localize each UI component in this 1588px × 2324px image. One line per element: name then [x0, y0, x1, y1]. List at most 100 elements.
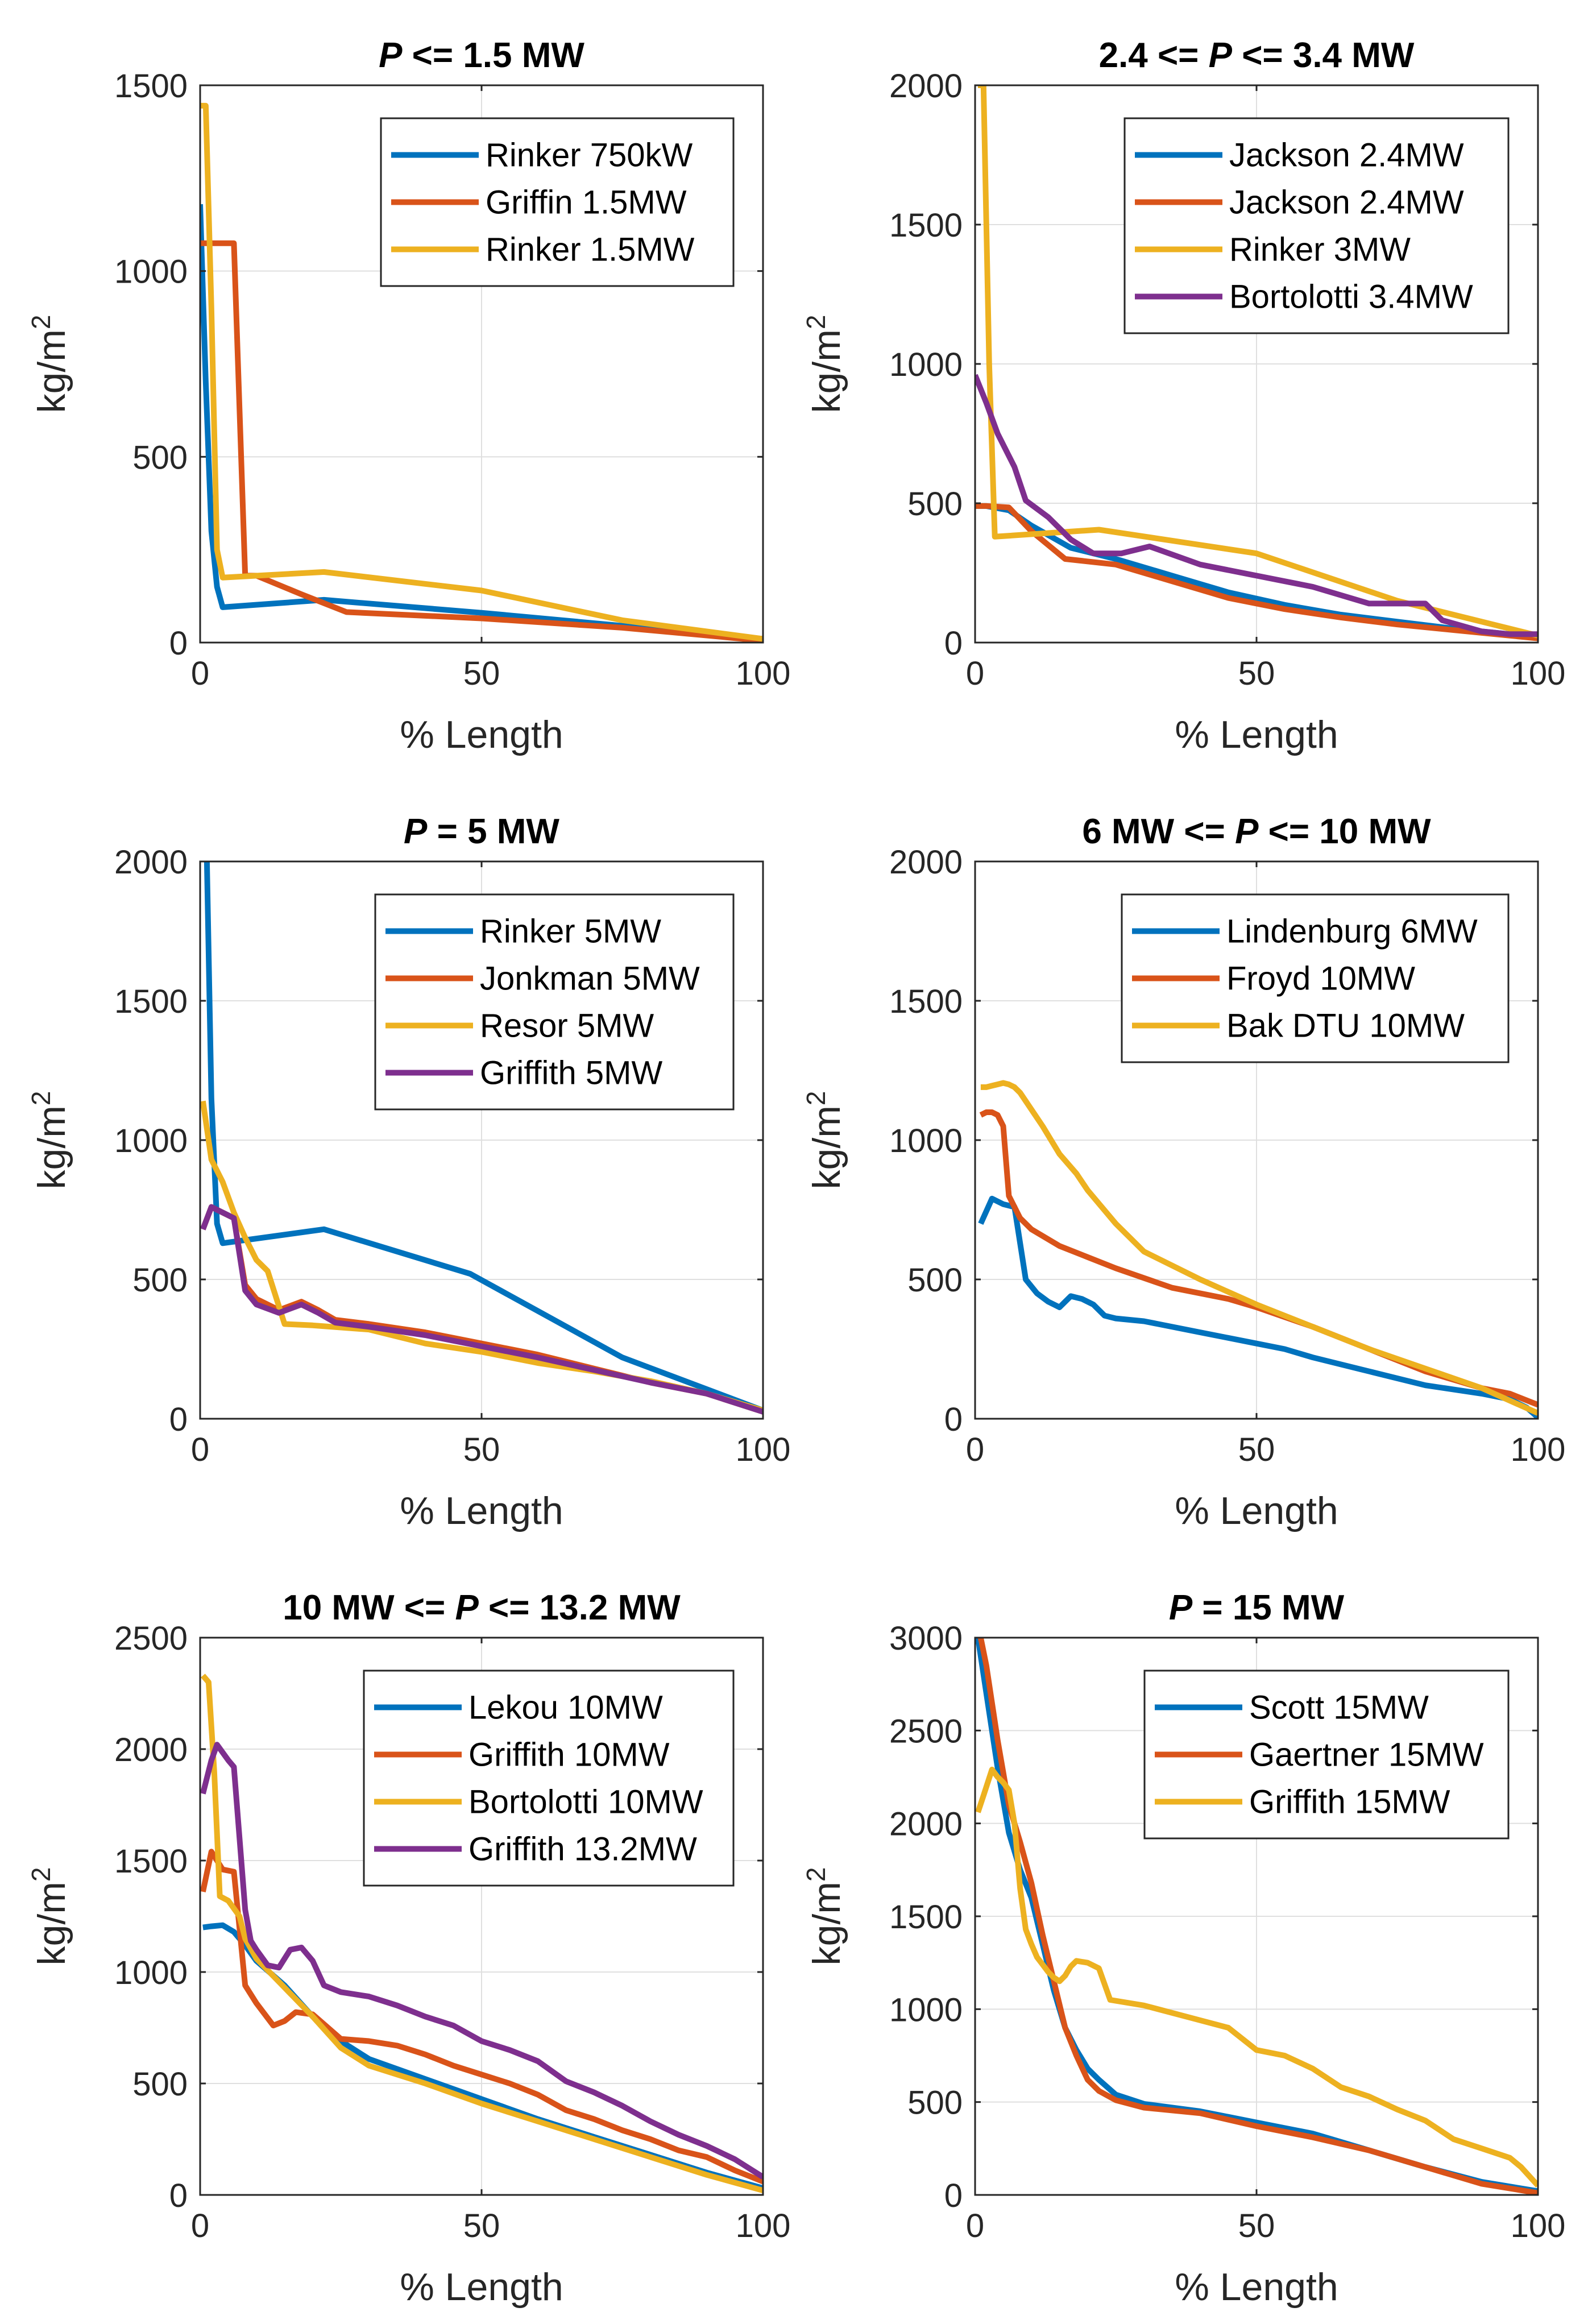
legend-label: Jackson 2.4MW — [1229, 137, 1464, 174]
legend-label: Griffith 5MW — [480, 1055, 662, 1092]
series-group — [978, 1080, 1538, 1419]
x-tick-label: 0 — [191, 1431, 209, 1468]
y-axis-label: kg/m2 — [801, 315, 848, 413]
legend: Scott 15MW Gaertner 15MW Griffith 15MW — [1143, 1670, 1510, 1840]
title-prefix: 10 MW <= — [283, 1588, 455, 1627]
x-tick-label: 0 — [966, 1431, 984, 1468]
series-group — [975, 1638, 1538, 2195]
series-line-3 — [201, 1673, 763, 2194]
title-suffix: <= 1.5 MW — [402, 36, 584, 75]
legend-label: Griffith 15MW — [1249, 1784, 1450, 1821]
title-variable: P — [379, 36, 403, 75]
y-tick-label: 1500 — [889, 1899, 963, 1936]
x-axis-label: % Length — [1175, 713, 1338, 756]
y-axis-label-base: kg/m — [30, 1105, 73, 1189]
y-axis-label-base: kg/m — [30, 1882, 73, 1965]
x-tick-label: 100 — [736, 2207, 791, 2244]
x-tick-label: 0 — [191, 2207, 209, 2244]
y-tick-label: 2000 — [114, 844, 188, 881]
legend-label: Rinker 1.5MW — [486, 231, 695, 268]
y-axis-label-superscript: 2 — [801, 1091, 831, 1106]
legend-label: Lindenburg 6MW — [1226, 913, 1478, 950]
x-tick-label: 100 — [1511, 655, 1566, 692]
y-tick-label: 1000 — [114, 1122, 188, 1159]
legend-label: Bortolotti 10MW — [468, 1784, 703, 1821]
y-tick-label: 500 — [907, 2085, 963, 2122]
series-group — [200, 1673, 763, 2194]
y-tick-label: 0 — [169, 1401, 188, 1438]
chart-title: 6 MW <= P <= 10 MW — [1082, 812, 1431, 851]
y-tick-label: 0 — [169, 2177, 188, 2214]
title-suffix: <= 10 MW — [1258, 812, 1431, 851]
x-axis-label: % Length — [400, 713, 563, 756]
y-tick-label: 1000 — [889, 346, 963, 383]
series-line-3 — [200, 102, 763, 642]
y-tick-label: 500 — [907, 1262, 963, 1299]
x-tick-label: 50 — [1238, 655, 1275, 692]
y-axis-label: kg/m2 — [26, 1091, 73, 1190]
legend-label: Rinker 5MW — [480, 913, 661, 950]
legend-label: Jonkman 5MW — [480, 960, 700, 997]
chart-title: 2.4 <= P <= 3.4 MW — [1099, 36, 1415, 75]
y-tick-label: 500 — [132, 2066, 188, 2103]
x-tick-label: 50 — [1238, 1431, 1275, 1468]
title-suffix: <= 13.2 MW — [479, 1588, 681, 1627]
series-line-3 — [978, 85, 1538, 639]
series-line-1 — [978, 1195, 1538, 1419]
y-tick-label: 2000 — [889, 68, 963, 105]
chart-title: P = 15 MW — [1169, 1588, 1345, 1627]
legend-label: Froyd 10MW — [1226, 960, 1415, 997]
x-tick-label: 50 — [463, 655, 500, 692]
legend-label: Bortolotti 3.4MW — [1229, 279, 1473, 316]
series-group — [200, 861, 763, 1415]
legend-label: Jackson 2.4MW — [1229, 184, 1464, 221]
title-suffix: <= 3.4 MW — [1232, 36, 1415, 75]
chart-title: 10 MW <= P <= 13.2 MW — [283, 1588, 681, 1627]
title-variable: P — [1209, 36, 1233, 75]
y-tick-label: 2500 — [114, 1620, 188, 1657]
x-axis-label: % Length — [1175, 2265, 1338, 2309]
legend-label: Gaertner 15MW — [1249, 1737, 1484, 1774]
legend-label: Lekou 10MW — [468, 1689, 663, 1726]
y-tick-label: 1000 — [889, 1991, 963, 2028]
y-axis-label-base: kg/m — [805, 1105, 848, 1189]
y-tick-label: 2000 — [889, 1806, 963, 1843]
x-tick-label: 0 — [966, 2207, 984, 2244]
title-prefix: 6 MW <= — [1082, 812, 1235, 851]
y-tick-label: 2500 — [889, 1713, 963, 1750]
legend-label: Griffin 1.5MW — [486, 184, 687, 221]
title-variable: P — [404, 812, 428, 851]
y-tick-label: 1500 — [114, 983, 188, 1020]
y-axis-label: kg/m2 — [801, 1091, 848, 1190]
y-tick-label: 1000 — [889, 1122, 963, 1159]
y-axis-label: kg/m2 — [26, 315, 73, 413]
y-tick-label: 2000 — [889, 844, 963, 881]
x-tick-label: 50 — [463, 1431, 500, 1468]
y-tick-label: 2000 — [114, 1731, 188, 1768]
title-variable: P — [455, 1588, 479, 1627]
legend-label: Rinker 3MW — [1229, 231, 1411, 268]
y-axis-label-superscript: 2 — [801, 315, 831, 330]
y-tick-label: 1000 — [114, 254, 188, 291]
series-line-3 — [975, 1766, 1538, 2188]
legend: Lekou 10MW Griffith 10MW Bortolotti 10MW Gr… — [363, 1670, 735, 1887]
series-line-1 — [204, 861, 763, 1413]
y-tick-label: 1500 — [889, 207, 963, 244]
series-line-3 — [980, 1080, 1538, 1416]
legend: Rinker 750kW Griffin 1.5MW Rinker 1.5MW — [380, 117, 735, 287]
x-tick-label: 0 — [191, 655, 209, 692]
x-axis-label: % Length — [400, 2265, 563, 2309]
title-suffix: = 5 MW — [427, 812, 559, 851]
y-tick-label: 500 — [132, 439, 188, 476]
chart-title: P <= 1.5 MW — [379, 36, 584, 75]
x-tick-label: 100 — [736, 1431, 791, 1468]
chart-title: P = 5 MW — [404, 812, 559, 851]
y-tick-label: 0 — [944, 625, 963, 662]
legend-label: Resor 5MW — [480, 1008, 654, 1045]
legend: Rinker 5MW Jonkman 5MW Resor 5MW Griffith 5… — [374, 893, 735, 1111]
